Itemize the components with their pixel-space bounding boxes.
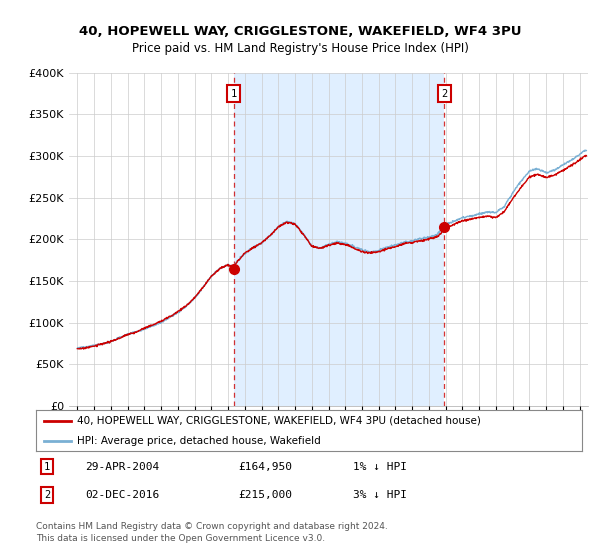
Text: £215,000: £215,000: [238, 490, 292, 500]
Text: HPI: Average price, detached house, Wakefield: HPI: Average price, detached house, Wake…: [77, 436, 320, 446]
Text: 1: 1: [44, 461, 50, 472]
Text: Price paid vs. HM Land Registry's House Price Index (HPI): Price paid vs. HM Land Registry's House …: [131, 42, 469, 55]
Bar: [233, 73, 445, 406]
Text: 1: 1: [230, 88, 236, 99]
Text: 29-APR-2004: 29-APR-2004: [85, 461, 160, 472]
Text: 40, HOPEWELL WAY, CRIGGLESTONE, WAKEFIELD, WF4 3PU: 40, HOPEWELL WAY, CRIGGLESTONE, WAKEFIEL…: [79, 25, 521, 38]
Text: 3% ↓ HPI: 3% ↓ HPI: [353, 490, 407, 500]
Text: 1% ↓ HPI: 1% ↓ HPI: [353, 461, 407, 472]
Text: 2: 2: [441, 88, 448, 99]
Text: 2: 2: [44, 490, 50, 500]
Text: This data is licensed under the Open Government Licence v3.0.: This data is licensed under the Open Gov…: [36, 534, 325, 543]
Text: Contains HM Land Registry data © Crown copyright and database right 2024.: Contains HM Land Registry data © Crown c…: [36, 522, 388, 531]
Text: £164,950: £164,950: [238, 461, 292, 472]
Text: 40, HOPEWELL WAY, CRIGGLESTONE, WAKEFIELD, WF4 3PU (detached house): 40, HOPEWELL WAY, CRIGGLESTONE, WAKEFIEL…: [77, 416, 481, 426]
Text: 02-DEC-2016: 02-DEC-2016: [85, 490, 160, 500]
